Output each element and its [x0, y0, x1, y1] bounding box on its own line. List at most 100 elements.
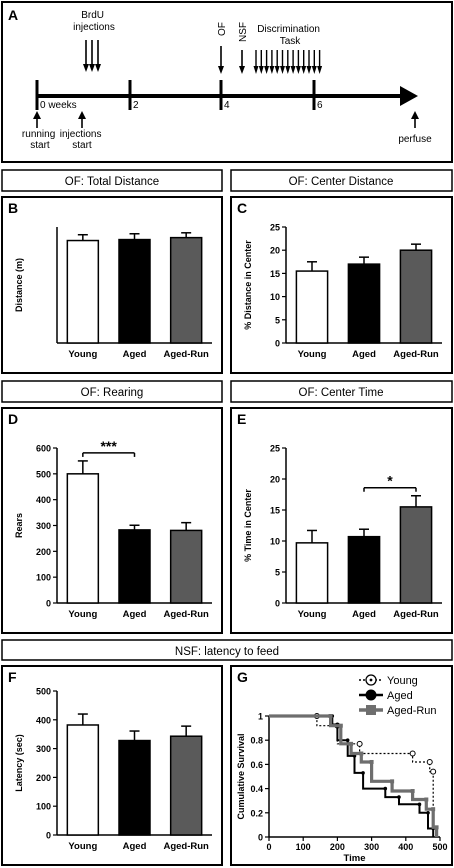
- survival-marker: [409, 750, 416, 757]
- bar-aged: [118, 238, 151, 344]
- brdu-label-line2: injections: [73, 22, 115, 33]
- x-tick-label: 0: [266, 842, 271, 852]
- bar-aged-run: [399, 506, 433, 604]
- bar-aged: [347, 263, 381, 344]
- y-tick-label: 0: [275, 339, 280, 349]
- bar-aged: [118, 529, 151, 604]
- survival-marker: [345, 738, 350, 742]
- x-tick-label: 200: [330, 842, 345, 852]
- x-tick-label: 100: [296, 842, 311, 852]
- y-tick-label: 25: [270, 223, 280, 233]
- y-tick-label: 100: [36, 802, 51, 812]
- bar-aged-run: [399, 249, 433, 344]
- injection-arrows: [83, 40, 101, 72]
- y-tick-label: 200: [36, 773, 51, 783]
- y-tick-label: 300: [36, 744, 51, 754]
- x-tick-label: Aged-Run: [393, 349, 439, 360]
- y-tick-label: 500: [36, 687, 51, 697]
- survival-marker: [361, 771, 365, 775]
- x-tick-label: 500: [432, 842, 447, 852]
- y-tick-label: 300: [36, 521, 51, 531]
- task-arrow-head: [269, 66, 275, 74]
- significance-label: *: [387, 473, 393, 489]
- panel-label: D: [8, 411, 18, 427]
- survival-marker: [390, 779, 395, 784]
- survival-marker: [369, 759, 374, 764]
- task-arrows: [218, 46, 323, 74]
- bar-aged-run: [169, 735, 203, 836]
- survival-marker: [383, 786, 388, 791]
- task-label: Discrimination Task: [257, 24, 323, 47]
- survival-marker: [426, 811, 430, 815]
- y-tick-label: 500: [36, 469, 51, 479]
- brdu-label: BrdU injections: [73, 10, 115, 33]
- panel-label: E: [237, 411, 246, 427]
- task-arrow-head: [311, 66, 317, 74]
- running-start-arrow-head: [33, 111, 41, 119]
- legend-marker-aged: [365, 689, 377, 701]
- injection-arrow-head: [95, 64, 101, 72]
- survival-line-aged-run: [269, 714, 439, 837]
- y-tick-label: 0.2: [250, 808, 263, 818]
- bar-aged-run: [169, 529, 203, 604]
- injections-start-label: injections start: [60, 129, 104, 151]
- panel-frame: [230, 665, 453, 866]
- survival-marker: [349, 741, 354, 746]
- x-tick-label: Aged: [352, 349, 376, 360]
- survival-marker: [434, 825, 439, 830]
- x-tick-label: Aged-Run: [163, 349, 209, 360]
- y-tick-label: 0: [275, 599, 280, 609]
- y-tick-label: 400: [36, 715, 51, 725]
- injection-arrow-head: [83, 64, 89, 72]
- y-tick-label: 0: [46, 831, 51, 841]
- running-start-line1: running: [22, 129, 55, 140]
- y-tick-label: 20: [270, 475, 280, 485]
- legend-label-aged: Aged: [387, 690, 413, 702]
- x-tick-label: 300: [364, 842, 379, 852]
- task-label-line2: Task: [280, 36, 302, 47]
- bar-young: [66, 473, 100, 604]
- y-tick-label: 200: [36, 547, 51, 557]
- y-axis-label: % Distance in Center: [243, 240, 253, 330]
- header-frame-of-center-time: [230, 380, 453, 403]
- nsf-arrow-head: [239, 66, 245, 74]
- survival-line-aged: [269, 715, 435, 837]
- y-tick-label: 0.4: [250, 784, 263, 794]
- y-axis-label: Distance (m): [14, 258, 24, 312]
- survival-marker: [430, 768, 437, 775]
- injection-arrow-head: [89, 64, 95, 72]
- header-frame-of-center-dist: [230, 169, 453, 192]
- chart-panel-b: B Distance (m) Young Aged Aged-Run: [1, 196, 223, 374]
- perfuse-label: perfuse: [398, 134, 432, 145]
- panel-label: F: [8, 669, 17, 685]
- task-arrow-head: [258, 66, 264, 74]
- x-tick-label: Young: [298, 609, 327, 620]
- week-label-0: 0 weeks: [40, 100, 77, 111]
- of-label: OF: [217, 22, 228, 36]
- bar-aged: [347, 535, 381, 604]
- y-tick-label: 15: [270, 506, 280, 516]
- y-tick-label: 600: [36, 444, 51, 454]
- task-arrow-head: [274, 66, 280, 74]
- brdu-label-line1: BrdU: [81, 10, 104, 21]
- bar-young: [295, 542, 329, 604]
- x-tick-label: Aged: [352, 609, 376, 620]
- task-arrow-head: [264, 66, 270, 74]
- panel-label-a: A: [8, 7, 18, 23]
- running-start-label: running start: [22, 129, 58, 151]
- y-tick-label: 400: [36, 495, 51, 505]
- y-axis-label: Rears: [14, 513, 24, 538]
- week-label-4: 4: [224, 100, 230, 111]
- up-arrows: [33, 111, 419, 128]
- bar-aged: [118, 739, 151, 836]
- header-frame-of-total: [1, 169, 223, 192]
- x-tick-label: Young: [68, 609, 97, 620]
- survival-marker: [426, 758, 433, 765]
- survival-marker: [417, 802, 422, 807]
- survival-marker: [424, 797, 429, 802]
- week-label-2: 2: [133, 100, 139, 111]
- chart-panel-e: E % Time in Center 0 5 10 15 20 25 Young Aged Aged…: [230, 407, 453, 634]
- y-tick-label: 25: [270, 444, 280, 454]
- y-tick-label: 10: [270, 537, 280, 547]
